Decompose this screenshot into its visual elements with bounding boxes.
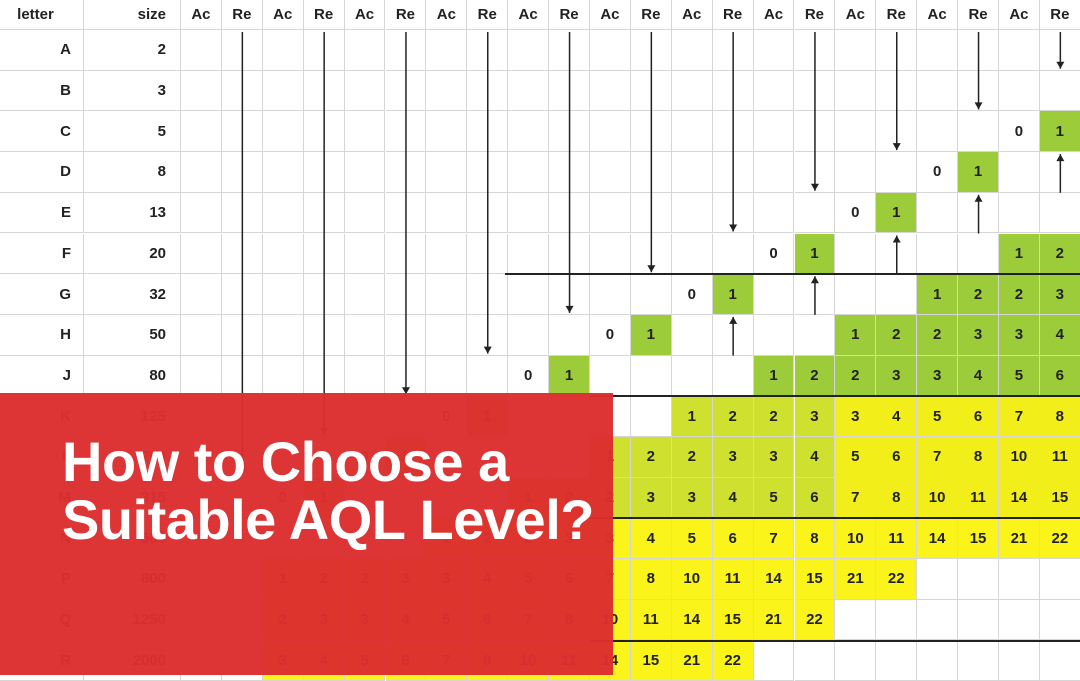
- up-arrow: [893, 236, 901, 275]
- title-banner: How to Choose a Suitable AQL Level?: [0, 393, 613, 675]
- up-arrow: [1056, 154, 1064, 193]
- down-arrow: [811, 32, 819, 191]
- up-arrow: [811, 276, 819, 315]
- down-arrow: [320, 32, 328, 435]
- down-arrow: [729, 32, 737, 232]
- down-arrow: [1056, 32, 1064, 69]
- down-arrow: [484, 32, 492, 354]
- banner-title: How to Choose a Suitable AQL Level?: [62, 433, 602, 549]
- down-arrow: [647, 32, 655, 272]
- down-arrow: [566, 32, 574, 313]
- down-arrow: [975, 32, 983, 109]
- up-arrow: [729, 317, 737, 356]
- down-arrow: [893, 32, 901, 150]
- down-arrow: [402, 32, 410, 394]
- up-arrow: [975, 195, 983, 234]
